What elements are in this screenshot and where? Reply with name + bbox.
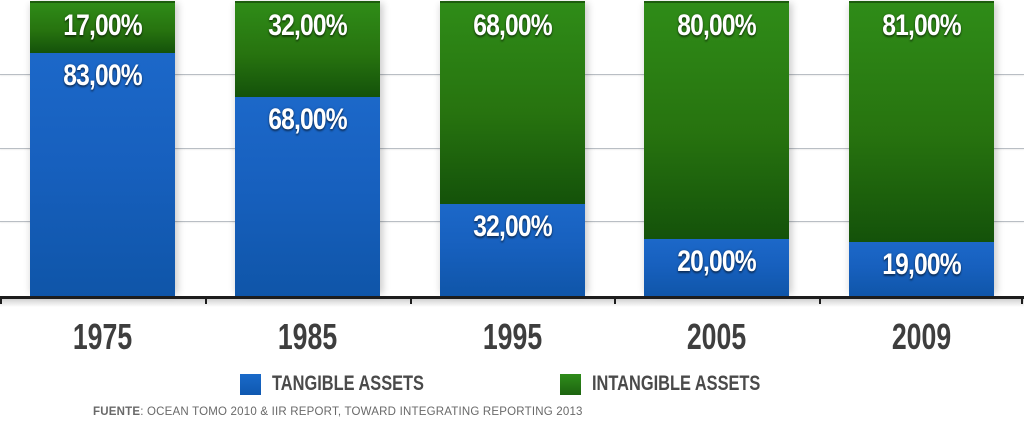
tangible-segment-1995[interactable]: 32,00%: [439, 203, 585, 298]
intangible-segment-2005[interactable]: 80,00%: [644, 1, 790, 239]
tangible-segment-1985[interactable]: 68,00%: [234, 97, 380, 298]
axis-tick-3: [614, 298, 616, 304]
axis-tick-0: [0, 298, 2, 304]
tangible-segment-2005[interactable]: 20,00%: [644, 239, 790, 298]
bar-1975[interactable]: 17,00% 83,00%: [29, 1, 175, 298]
value-label: 80,00%: [677, 9, 757, 42]
value-label: 68,00%: [267, 103, 347, 137]
category-label-1975: 1975: [72, 316, 133, 357]
bar-2009[interactable]: 81,00% 19,00%: [849, 1, 995, 298]
intangible-segment-1985[interactable]: 32,00%: [234, 1, 380, 98]
value-label: 81,00%: [882, 9, 961, 42]
intangible-segment-1975[interactable]: 17,00%: [29, 1, 175, 54]
chart-legend: TANGIBLE ASSETS INTANGIBLE ASSETS: [0, 372, 1024, 397]
x-axis-shadow: [0, 299, 1024, 307]
value-label: 20,00%: [677, 245, 757, 278]
legend-label: INTANGIBLE ASSETS: [592, 372, 761, 395]
intangible-swatch-icon: [560, 373, 581, 395]
value-label: 83,00%: [63, 59, 142, 93]
legend-item-intangible[interactable]: INTANGIBLE ASSETS: [560, 372, 808, 395]
category-label-1985: 1985: [277, 316, 337, 357]
value-label: 32,00%: [267, 9, 347, 42]
bar-1995[interactable]: 68,00% 32,00%: [439, 1, 585, 298]
bar-1985[interactable]: 32,00% 68,00%: [234, 1, 380, 298]
tangible-swatch-icon: [240, 373, 261, 395]
axis-tick-4: [819, 298, 821, 304]
x-axis-line: [0, 296, 1024, 299]
legend-label: TANGIBLE ASSETS: [272, 372, 424, 395]
axis-tick-2: [410, 298, 412, 304]
plot-area: 17,00% 83,00% 32,00% 68,00% 68,00% 32,00% 80,0…: [0, 1, 1024, 298]
axis-tick-1: [205, 298, 207, 304]
axis-tick-5: [1021, 298, 1023, 304]
tangible-segment-2009[interactable]: 19,00%: [849, 241, 995, 298]
value-label: 68,00%: [472, 9, 552, 42]
legend-item-tangible[interactable]: TANGIBLE ASSETS: [240, 372, 467, 395]
value-label: 19,00%: [882, 247, 961, 281]
intangible-segment-2009[interactable]: 81,00%: [849, 1, 995, 242]
source-rest: : OCEAN TOMO 2010 & IIR REPORT, TOWARD I…: [140, 406, 583, 418]
tangible-segment-1975[interactable]: 83,00%: [29, 53, 175, 298]
source-text: FUENTE: OCEAN TOMO 2010 & IIR REPORT, TO…: [93, 406, 583, 418]
category-label-2009: 2009: [892, 316, 952, 357]
value-label: 17,00%: [63, 9, 142, 42]
intangible-segment-1995[interactable]: 68,00%: [439, 1, 585, 204]
value-label: 32,00%: [472, 209, 552, 243]
category-label-2005: 2005: [687, 316, 747, 357]
category-label-1995: 1995: [482, 316, 542, 357]
source-prefix: FUENTE: [93, 406, 141, 418]
bar-2005[interactable]: 80,00% 20,00%: [644, 1, 790, 298]
